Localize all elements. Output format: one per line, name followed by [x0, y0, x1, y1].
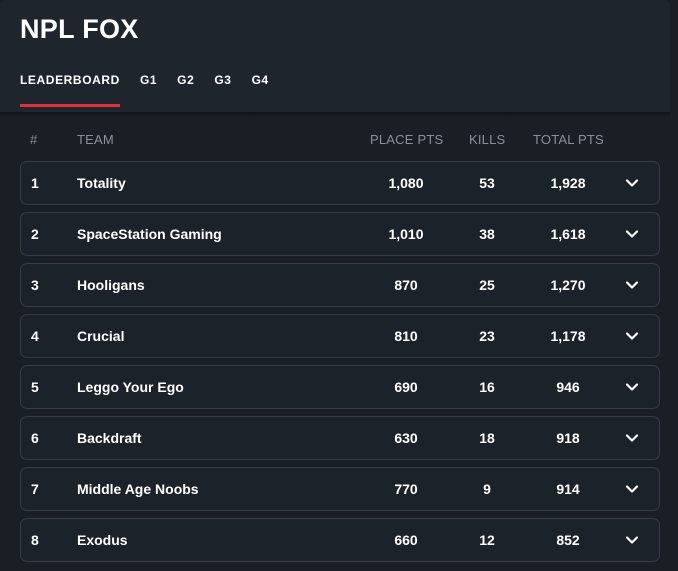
rank-cell: 6 — [31, 430, 39, 446]
chevron-down-icon[interactable] — [624, 430, 640, 446]
place-pts-cell: 660 — [394, 532, 418, 548]
rank-cell: 4 — [31, 328, 39, 344]
rank-cell: 5 — [31, 379, 39, 395]
team-name-cell: SpaceStation Gaming — [77, 226, 222, 242]
tab-g1[interactable]: G1 — [139, 73, 158, 87]
column-header-rank: # — [30, 132, 38, 147]
team-name-cell: Middle Age Noobs — [77, 481, 199, 497]
rank-cell: 1 — [31, 175, 39, 191]
tab-g3[interactable]: G3 — [214, 73, 232, 87]
rank-cell: 2 — [31, 226, 39, 242]
team-name-cell: Totality — [77, 175, 126, 191]
column-header-kills: KILLS — [469, 132, 506, 147]
total-pts-cell: 946 — [556, 379, 580, 395]
place-pts-cell: 870 — [394, 277, 418, 293]
kills-cell: 18 — [479, 430, 495, 446]
table-row[interactable]: 7 Middle Age Noobs 770 9 914 — [20, 467, 660, 511]
team-name-cell: Backdraft — [77, 430, 142, 446]
tab-leaderboard[interactable]: LEADERBOARD — [20, 73, 120, 107]
chevron-down-icon[interactable] — [624, 328, 640, 344]
page-title: NPL FOX — [20, 14, 139, 44]
chevron-down-icon[interactable] — [624, 277, 640, 293]
place-pts-cell: 690 — [394, 379, 418, 395]
team-name-cell: Exodus — [77, 532, 128, 548]
place-pts-cell: 770 — [394, 481, 418, 497]
table-row[interactable]: 4 Crucial 810 23 1,178 — [20, 314, 660, 358]
total-pts-cell: 1,928 — [550, 175, 586, 191]
kills-cell: 25 — [479, 277, 495, 293]
place-pts-cell: 630 — [394, 430, 418, 446]
tab-g2[interactable]: G2 — [177, 73, 195, 87]
kills-cell: 23 — [479, 328, 495, 344]
column-header-team: TEAM — [77, 132, 114, 147]
rank-cell: 3 — [31, 277, 39, 293]
total-pts-cell: 1,178 — [550, 328, 586, 344]
chevron-down-icon[interactable] — [624, 481, 640, 497]
table-row[interactable]: 5 Leggo Your Ego 690 16 946 — [20, 365, 660, 409]
kills-cell: 53 — [479, 175, 495, 191]
kills-cell: 16 — [479, 379, 495, 395]
total-pts-cell: 914 — [556, 481, 580, 497]
table-row[interactable]: 8 Exodus 660 12 852 — [20, 518, 660, 562]
table-row[interactable]: 6 Backdraft 630 18 918 — [20, 416, 660, 460]
team-name-cell: Leggo Your Ego — [77, 379, 184, 395]
kills-cell: 12 — [479, 532, 495, 548]
column-header-place-pts: PLACE PTS — [370, 132, 444, 147]
total-pts-cell: 1,618 — [550, 226, 586, 242]
table-row[interactable]: 3 Hooligans 870 25 1,270 — [20, 263, 660, 307]
kills-cell: 9 — [483, 481, 491, 497]
team-name-cell: Hooligans — [77, 277, 145, 293]
total-pts-cell: 1,270 — [550, 277, 586, 293]
kills-cell: 38 — [479, 226, 495, 242]
table-row[interactable]: 2 SpaceStation Gaming 1,010 38 1,618 — [20, 212, 660, 256]
total-pts-cell: 918 — [556, 430, 580, 446]
tab-bar: LEADERBOARD G1 G2 G3 G4 — [20, 73, 289, 107]
place-pts-cell: 1,010 — [388, 226, 424, 242]
leaderboard-header: NPL FOX LEADERBOARD G1 G2 G3 G4 — [0, 0, 670, 112]
chevron-down-icon[interactable] — [624, 379, 640, 395]
rank-cell: 7 — [31, 481, 39, 497]
chevron-down-icon[interactable] — [624, 226, 640, 242]
place-pts-cell: 1,080 — [388, 175, 424, 191]
rank-cell: 8 — [31, 532, 39, 548]
place-pts-cell: 810 — [394, 328, 418, 344]
chevron-down-icon[interactable] — [624, 175, 640, 191]
tab-g4[interactable]: G4 — [251, 73, 269, 87]
chevron-down-icon[interactable] — [624, 532, 640, 548]
table-row[interactable]: 1 Totality 1,080 53 1,928 — [20, 161, 660, 205]
leaderboard-rows: 1 Totality 1,080 53 1,928 2 SpaceStation… — [20, 161, 660, 569]
total-pts-cell: 852 — [556, 532, 580, 548]
header-shadow — [0, 112, 678, 118]
column-header-total-pts: TOTAL PTS — [533, 132, 604, 147]
scrollbar-track[interactable] — [670, 0, 678, 571]
team-name-cell: Crucial — [77, 328, 125, 344]
